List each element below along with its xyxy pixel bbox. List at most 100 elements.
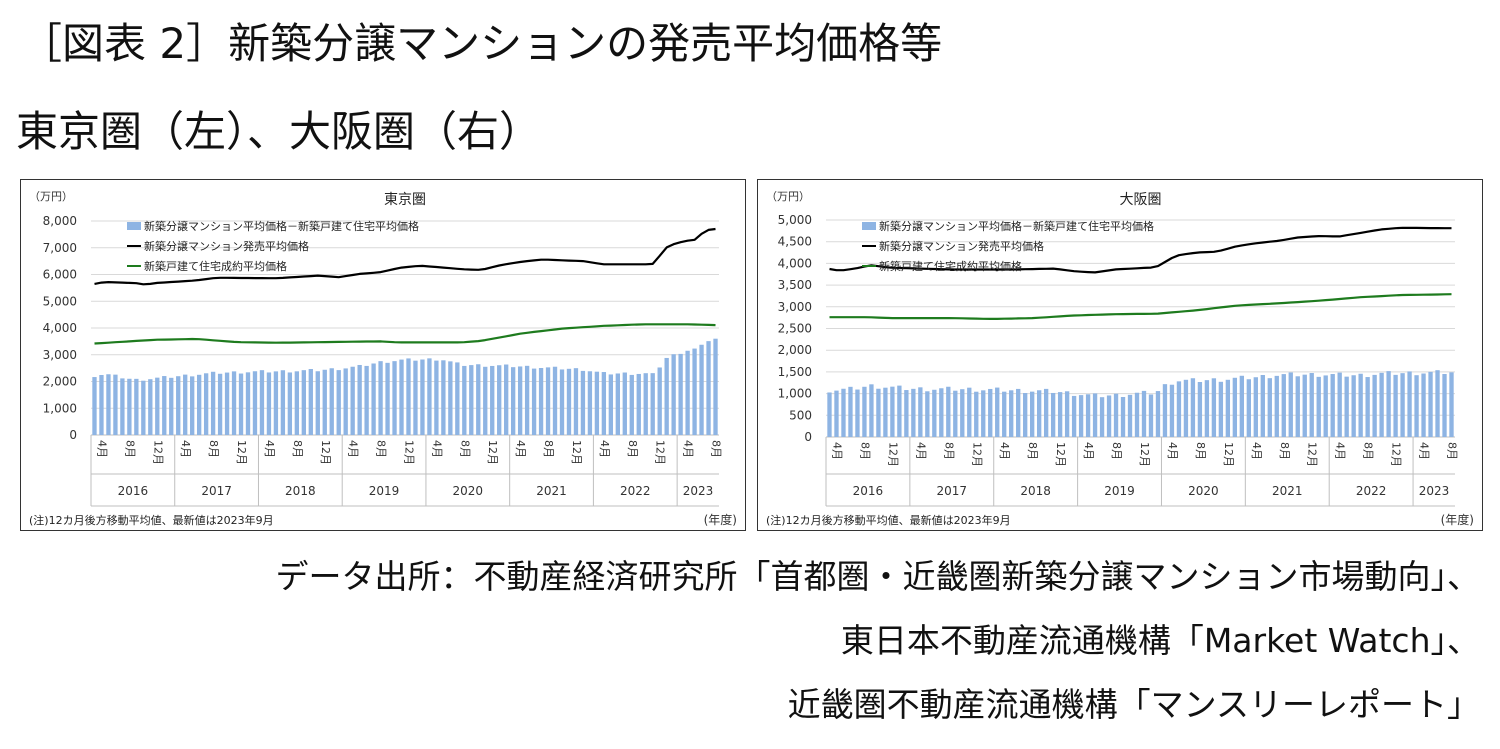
bar xyxy=(504,364,509,435)
y-tick-label: 1,000 xyxy=(778,387,812,401)
year-label: 2016 xyxy=(118,484,149,498)
year-label: 2020 xyxy=(453,484,484,498)
x-tick-label: 8月 xyxy=(626,440,639,458)
x-tick-label: 12月 xyxy=(1306,442,1319,467)
bar xyxy=(524,365,530,435)
bar xyxy=(448,361,453,435)
bar xyxy=(1365,377,1370,437)
bar xyxy=(210,371,216,435)
bar xyxy=(1337,372,1342,437)
bar xyxy=(1050,392,1056,437)
x-tick-label: 8月 xyxy=(458,440,471,458)
bar xyxy=(441,360,446,435)
x-tick-label: 8月 xyxy=(859,442,872,460)
bar xyxy=(1253,377,1258,437)
bar xyxy=(1316,376,1321,437)
source-line-1: データ出所：不動産経済研究所「首都圏・近畿圏新築分譲マンション市場動向」、 xyxy=(275,557,1481,596)
bar xyxy=(469,365,474,435)
bar xyxy=(1169,384,1175,437)
bar xyxy=(1030,391,1035,437)
bar xyxy=(1281,374,1286,437)
bar xyxy=(594,371,600,435)
bar xyxy=(1148,394,1154,437)
y-tick-label: 4,000 xyxy=(778,256,812,270)
y-tick-label: 5,000 xyxy=(778,213,812,227)
bar xyxy=(176,376,181,435)
bar xyxy=(203,373,209,435)
bar xyxy=(1197,382,1203,437)
x-tick-label: 12月 xyxy=(403,440,416,465)
bar xyxy=(1393,374,1398,437)
x-tick-label: 12月 xyxy=(319,440,332,465)
figure-title: ［図表 2］新築分譲マンションの発売平均価格等 xyxy=(20,19,943,68)
bar xyxy=(1386,371,1391,437)
y-unit-label: （万円） xyxy=(766,190,810,203)
bar xyxy=(322,369,327,435)
series-line xyxy=(829,293,1452,320)
y-tick-label: 5,000 xyxy=(43,294,77,308)
bar xyxy=(692,348,697,435)
bar xyxy=(252,371,258,435)
bar xyxy=(1421,373,1426,437)
x-tick-label: 12月 xyxy=(1054,442,1067,467)
bar xyxy=(217,373,223,435)
series-line xyxy=(829,226,1452,274)
x-tick-label: 4月 xyxy=(914,442,927,460)
bar xyxy=(1057,392,1063,437)
bar xyxy=(601,372,607,435)
x-tick-label: 12月 xyxy=(570,440,583,465)
bar xyxy=(1099,397,1105,437)
bar xyxy=(301,370,306,435)
bar xyxy=(671,354,676,435)
bar xyxy=(1260,375,1265,437)
bar xyxy=(357,364,362,435)
x-tick-label: 8月 xyxy=(710,440,723,458)
y-tick-label: 2,000 xyxy=(778,343,812,357)
bar xyxy=(636,373,641,435)
bar xyxy=(834,390,839,437)
legend-label: 新築分譲マンション発売平均価格 xyxy=(879,239,1044,253)
bar xyxy=(841,388,846,437)
legend-swatch xyxy=(862,222,876,230)
bar xyxy=(1106,395,1112,437)
bar xyxy=(427,358,432,435)
bar xyxy=(1141,390,1147,437)
bar xyxy=(266,372,272,435)
bar xyxy=(231,371,237,435)
x-tick-label: 12月 xyxy=(654,440,667,465)
x-tick-label: 8月 xyxy=(1026,442,1039,460)
y-tick-label: 1,000 xyxy=(43,401,77,415)
bar xyxy=(287,372,293,435)
bar xyxy=(434,360,439,435)
bar xyxy=(1407,371,1412,437)
year-label: 2021 xyxy=(1272,484,1303,498)
bar xyxy=(953,390,958,437)
bar xyxy=(497,365,502,435)
bar xyxy=(308,369,313,435)
bar xyxy=(1449,372,1454,437)
bar xyxy=(545,367,551,435)
x-tick-label: 8月 xyxy=(291,440,304,458)
bar xyxy=(1023,393,1028,437)
bar xyxy=(1344,376,1349,437)
x-tick-label: 12月 xyxy=(970,442,983,467)
x-tick-label: 12月 xyxy=(1390,442,1403,467)
y-tick-label: 3,500 xyxy=(778,278,812,292)
legend-swatch xyxy=(127,222,141,230)
bar xyxy=(99,374,104,435)
bar xyxy=(1428,371,1433,437)
year-label: 2022 xyxy=(1356,484,1387,498)
bar xyxy=(538,367,544,435)
bar xyxy=(1246,379,1251,437)
y-tick-label: 3,000 xyxy=(43,348,77,362)
chart-note: (注)12カ月後方移動平均値、最新値は2023年9月 xyxy=(29,513,274,527)
y-tick-label: 2,000 xyxy=(43,375,77,389)
bar xyxy=(608,374,614,435)
bar xyxy=(699,344,704,435)
bar xyxy=(476,364,481,435)
bar xyxy=(925,391,930,437)
bar xyxy=(855,389,860,437)
x-tick-label: 4月 xyxy=(96,440,109,458)
bar xyxy=(1064,391,1070,437)
bar xyxy=(657,367,662,435)
